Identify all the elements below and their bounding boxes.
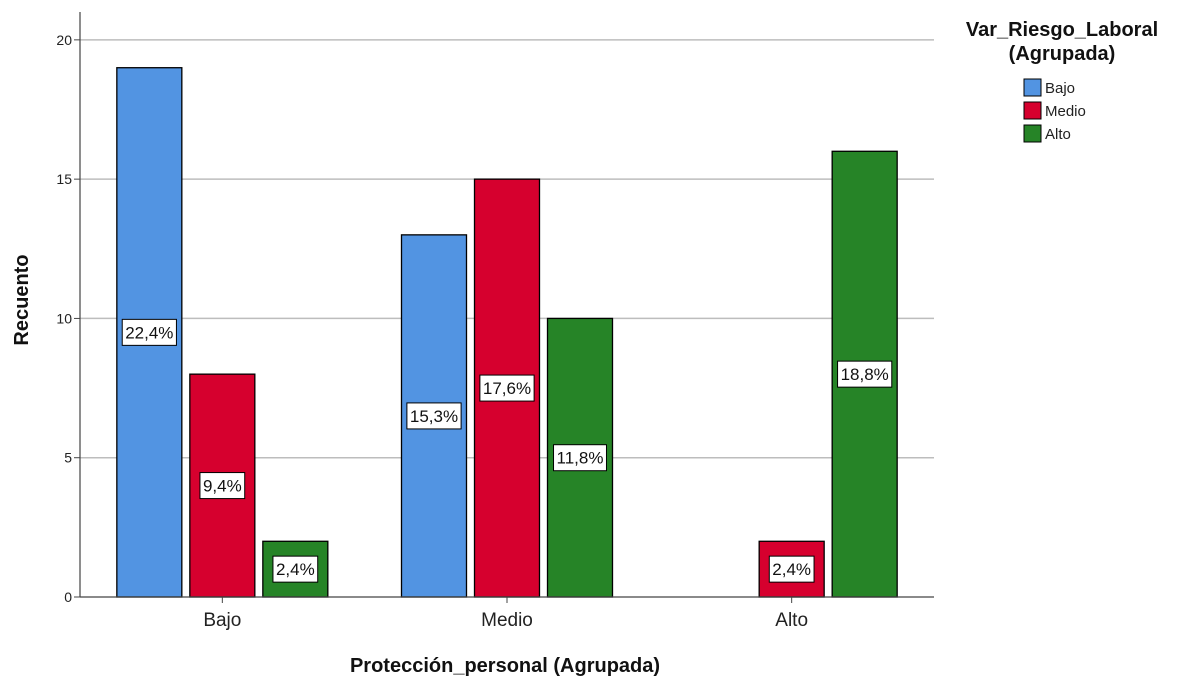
data-label-box [837,360,893,388]
data-label-box [121,318,177,346]
data-label-text: 15,3% [410,407,458,426]
data-label: 11,8% [553,444,607,472]
x-tick-label: Alto [775,610,808,631]
data-label-text: 22,4% [125,323,173,342]
y-tick-label: 5 [64,450,72,466]
data-label-box [406,402,462,430]
x-axis-title: Protección_personal (Agrupada) [350,655,660,677]
y-tick-label: 10 [56,310,72,326]
data-label-box [768,555,815,583]
legend-swatch [1023,124,1042,143]
y-tick-label: 15 [56,171,72,187]
legend-title-line-2: (Agrupada) [1009,43,1116,65]
data-label-text: 2,4% [772,560,811,579]
data-label: 9,4% [199,472,246,500]
x-tick-label: Bajo [203,610,241,631]
data-label: 22,4% [121,318,177,346]
data-label-box [272,555,319,583]
data-label-text: 9,4% [203,477,242,496]
legend-label: Alto [1045,126,1071,143]
data-label-text: 18,8% [841,365,889,384]
y-tick-label: 0 [64,589,72,605]
legend-label: Medio [1045,103,1086,120]
data-label-box [553,444,607,472]
data-labels: 22,4% 9,4% 2,4% 15,3% 17,6% 11,8% 2,4% 18,8% [121,318,893,583]
data-label: 15,3% [406,402,462,430]
data-label-text: 17,6% [483,379,531,398]
legend-items: Bajo Medio Alto [1023,78,1086,143]
legend-swatch [1023,101,1042,120]
axes: 0 5 10 15 20 Bajo Medio Alto [56,12,934,631]
legend-swatch [1023,78,1042,97]
data-label-text: 11,8% [557,449,604,468]
data-label: 17,6% [479,374,535,402]
legend-label: Bajo [1045,80,1075,97]
y-axis-title: Recuento [11,254,33,345]
bars [116,67,898,598]
legend: Var_Riesgo_Laboral (Agrupada) Bajo Medio A… [966,19,1158,143]
legend-title-line-1: Var_Riesgo_Laboral [966,19,1158,41]
data-label-box [479,374,535,402]
data-label: 18,8% [837,360,893,388]
x-tick-label: Medio [481,610,533,631]
data-label-box [199,472,246,500]
data-label: 2,4% [768,555,815,583]
data-label-text: 2,4% [276,560,315,579]
data-label: 2,4% [272,555,319,583]
y-tick-label: 20 [56,32,72,48]
